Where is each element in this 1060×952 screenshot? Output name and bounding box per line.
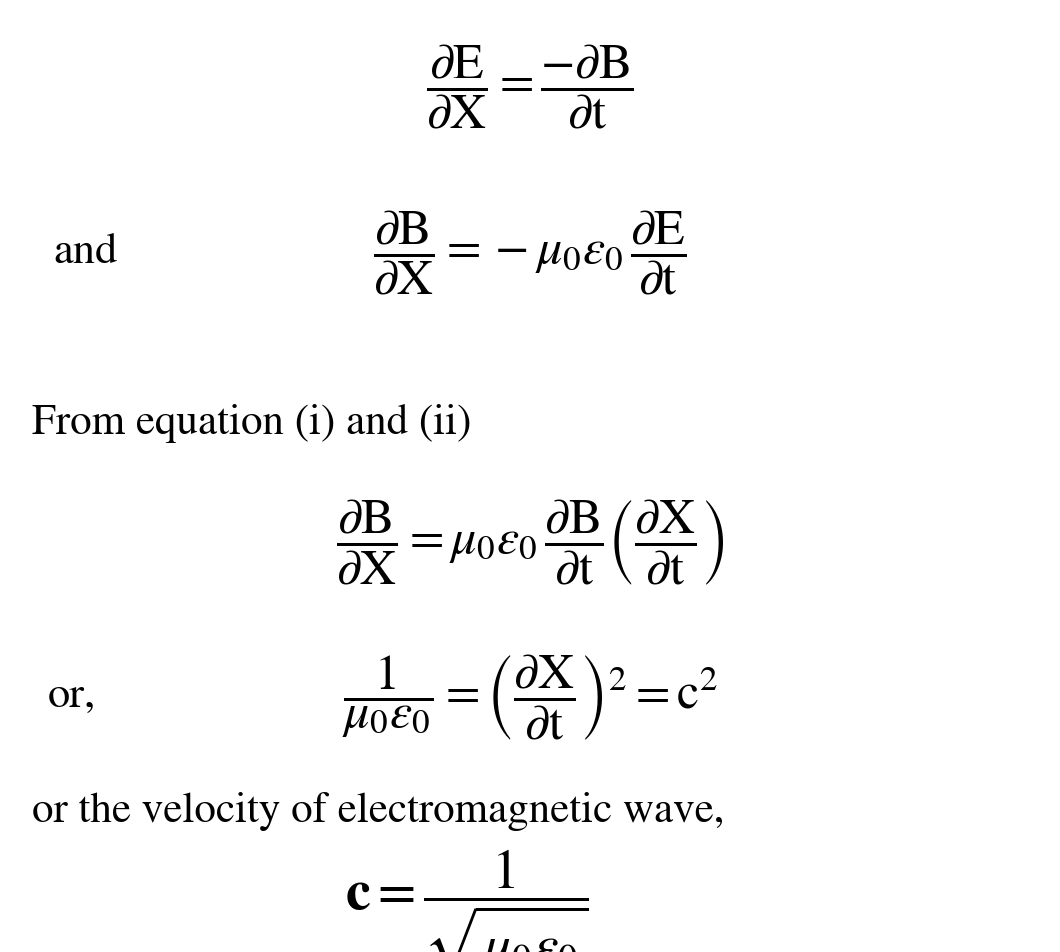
Text: $\dfrac{\partial\mathrm{E}}{\partial\mathrm{X}} = \dfrac{-\partial\mathrm{B}}{\p: $\dfrac{\partial\mathrm{E}}{\partial\mat…	[426, 43, 634, 131]
Text: From equation (i) and (ii): From equation (i) and (ii)	[32, 404, 472, 444]
Text: $\dfrac{1}{\mu_0\varepsilon_0} = \left(\dfrac{\partial\mathrm{X}}{\partial\mathr: $\dfrac{1}{\mu_0\varepsilon_0} = \left(\…	[342, 652, 718, 742]
Text: $\dfrac{\partial\mathrm{B}}{\partial\mathrm{X}} = -\mu_0\varepsilon_0\,\dfrac{\p: $\dfrac{\partial\mathrm{B}}{\partial\mat…	[373, 208, 687, 297]
Text: $\dfrac{\partial\mathrm{B}}{\partial\mathrm{X}} = \mu_0\varepsilon_0\,\dfrac{\pa: $\dfrac{\partial\mathrm{B}}{\partial\mat…	[336, 498, 724, 587]
Text: and: and	[53, 233, 118, 271]
Text: or the velocity of electromagnetic wave,: or the velocity of electromagnetic wave,	[32, 792, 724, 830]
Text: $\mathbf{c} = \dfrac{1}{\sqrt{\mu_0\varepsilon_0}}$: $\mathbf{c} = \dfrac{1}{\sqrt{\mu_0\vare…	[344, 847, 588, 952]
Text: or,: or,	[48, 678, 96, 716]
